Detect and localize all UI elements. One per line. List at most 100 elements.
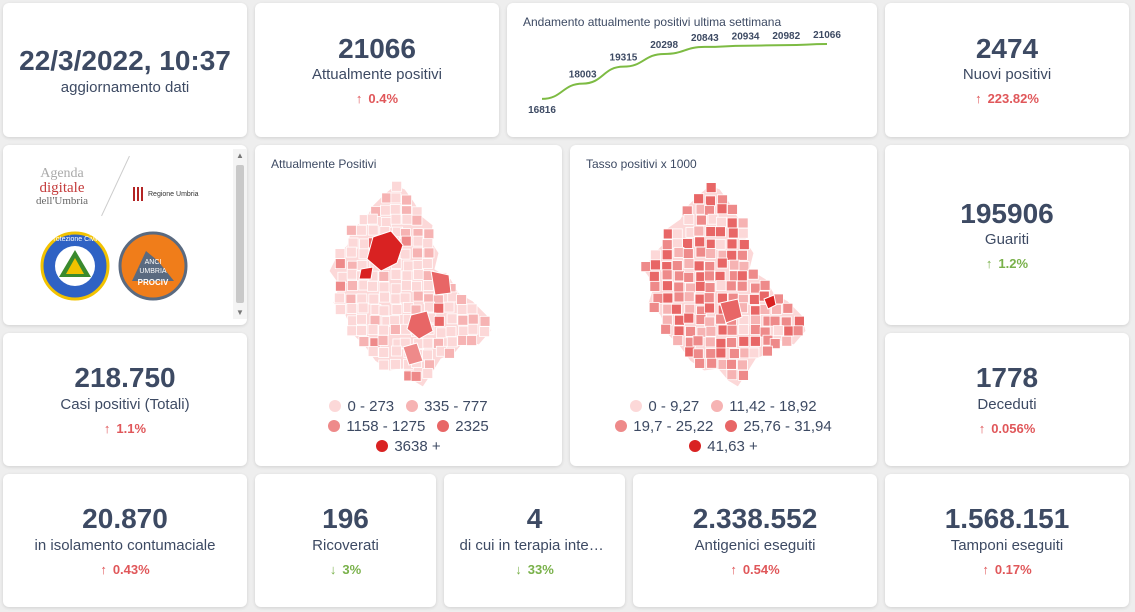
map-municipality[interactable] [378, 359, 390, 371]
map-municipality[interactable] [729, 259, 740, 271]
map-municipality[interactable] [738, 335, 750, 347]
map-municipality[interactable] [422, 368, 434, 379]
map-municipality[interactable] [661, 239, 673, 251]
map-municipality[interactable] [346, 224, 357, 236]
map-municipality[interactable] [444, 347, 455, 359]
map-municipality[interactable] [694, 293, 706, 305]
umbria-map-tasso[interactable] [570, 175, 877, 425]
map-municipality[interactable] [378, 347, 390, 358]
map-municipality[interactable] [793, 315, 805, 327]
map-municipality[interactable] [457, 314, 469, 326]
map-municipality[interactable] [715, 216, 727, 228]
map-municipality[interactable] [422, 349, 433, 361]
map-municipality[interactable] [714, 238, 726, 250]
map-municipality[interactable] [673, 281, 685, 293]
map-municipality[interactable] [736, 270, 748, 282]
map-municipality[interactable] [479, 326, 490, 338]
scroll-down-icon[interactable]: ▼ [236, 308, 244, 317]
map-municipality[interactable] [390, 268, 402, 280]
map-municipality[interactable] [736, 280, 748, 292]
map-municipality[interactable] [367, 346, 379, 357]
map-municipality[interactable] [737, 359, 748, 371]
map-municipality[interactable] [727, 227, 739, 239]
map-municipality[interactable] [422, 238, 434, 250]
map-municipality[interactable] [410, 370, 422, 382]
map-municipality[interactable] [705, 248, 717, 259]
map-municipality[interactable] [726, 358, 737, 370]
map-municipality[interactable] [749, 335, 761, 347]
map-municipality[interactable] [782, 302, 794, 314]
map-municipality[interactable] [739, 347, 751, 359]
map-municipality[interactable] [378, 324, 390, 336]
map-municipality[interactable] [346, 280, 358, 291]
map-municipality[interactable] [662, 292, 674, 304]
map-municipality[interactable] [695, 246, 707, 258]
map-municipality[interactable] [771, 303, 782, 315]
map-municipality[interactable] [725, 280, 737, 292]
map-municipality[interactable] [682, 248, 694, 260]
map-municipality[interactable] [435, 327, 447, 339]
map-municipality[interactable] [714, 270, 726, 282]
map-municipality[interactable] [726, 217, 738, 229]
map-municipality[interactable] [726, 337, 737, 348]
map-municipality[interactable] [704, 282, 716, 294]
map-municipality[interactable] [726, 369, 738, 381]
map-municipality[interactable] [703, 292, 715, 304]
map-municipality[interactable] [705, 195, 716, 207]
map-municipality-highlight[interactable] [719, 298, 743, 324]
map-municipality[interactable] [673, 291, 685, 303]
map-municipality[interactable] [674, 314, 685, 326]
map-municipality[interactable] [456, 294, 467, 306]
map-municipality[interactable] [389, 324, 401, 335]
map-municipality[interactable] [400, 235, 412, 247]
map-municipality[interactable] [334, 292, 345, 304]
map-municipality[interactable] [378, 270, 390, 282]
map-municipality[interactable] [683, 312, 695, 324]
map-municipality[interactable] [650, 259, 661, 271]
map-municipality[interactable] [693, 260, 705, 272]
map-municipality[interactable] [683, 291, 695, 303]
map-municipality[interactable] [703, 270, 715, 282]
map-municipality[interactable] [715, 347, 727, 359]
map-municipality[interactable] [345, 293, 357, 305]
map-municipality[interactable] [749, 294, 760, 305]
map-municipality[interactable] [443, 301, 455, 313]
map-municipality[interactable] [705, 325, 717, 337]
map-municipality[interactable] [694, 280, 706, 292]
map-municipality[interactable] [661, 269, 673, 281]
map-municipality[interactable] [356, 293, 368, 305]
map-municipality[interactable] [738, 260, 750, 272]
map-municipality[interactable] [411, 247, 423, 259]
map-municipality[interactable] [762, 345, 773, 357]
map-municipality[interactable] [715, 337, 727, 349]
map-municipality[interactable] [346, 303, 358, 314]
map-municipality[interactable] [401, 270, 413, 282]
map-municipality[interactable] [716, 203, 728, 215]
map-municipality[interactable] [769, 315, 781, 327]
map-municipality[interactable] [347, 237, 359, 249]
map-municipality[interactable] [673, 270, 685, 282]
map-municipality[interactable] [458, 325, 470, 337]
map-municipality[interactable] [661, 314, 673, 326]
map-municipality[interactable] [366, 213, 378, 225]
map-municipality[interactable] [346, 325, 358, 337]
map-municipality[interactable] [704, 261, 716, 272]
map-municipality[interactable] [726, 324, 738, 336]
map-municipality[interactable] [422, 337, 434, 349]
map-municipality[interactable] [671, 260, 683, 272]
map-municipality[interactable] [750, 324, 761, 335]
map-municipality[interactable] [706, 357, 718, 369]
map-municipality[interactable] [399, 292, 411, 304]
map-municipality[interactable] [673, 247, 685, 258]
map-municipality[interactable] [738, 369, 749, 381]
map-municipality[interactable] [738, 324, 750, 335]
map-municipality[interactable] [736, 249, 748, 261]
map-municipality-highlight[interactable] [763, 294, 777, 310]
map-municipality[interactable] [367, 324, 379, 336]
map-municipality[interactable] [424, 301, 436, 313]
map-municipality-highlight[interactable] [430, 270, 452, 296]
map-municipality[interactable] [369, 314, 381, 326]
map-municipality[interactable] [783, 325, 795, 337]
map-municipality[interactable] [728, 348, 740, 359]
map-municipality[interactable] [715, 280, 727, 292]
